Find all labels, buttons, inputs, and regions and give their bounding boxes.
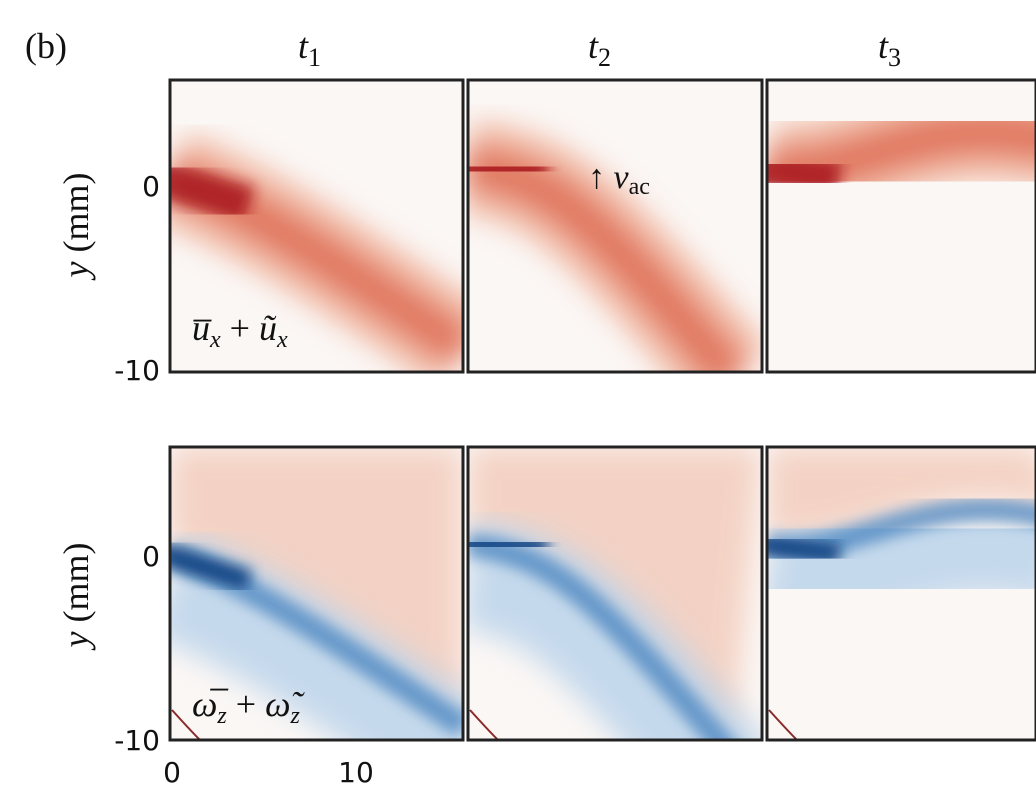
y-tick-label: 0 [142, 170, 160, 203]
heatmap [754, 447, 1036, 740]
column-title: t1 [298, 26, 321, 72]
heatmap [754, 80, 1036, 372]
heatmap [453, 447, 762, 785]
y-axis-label: y (mm) [56, 173, 96, 281]
x-tick-label: 10 [338, 756, 374, 785]
annotation: ω̅z + ω̃z [192, 684, 305, 729]
y-tick-label: -10 [114, 724, 160, 757]
y-tick-label: -10 [114, 354, 160, 387]
annotation: u̅x + ũx [192, 308, 288, 353]
panel-label: (b) [25, 26, 67, 66]
column-title: t3 [878, 26, 901, 72]
x-tick-label: 0 [163, 756, 181, 785]
y-tick-label: 0 [142, 540, 160, 573]
figure: (b) t1 t2 t3 y (mm) y (mm) 0 -10 0 -10 0… [0, 0, 1036, 785]
column-title: t2 [588, 26, 611, 72]
heatmap [453, 80, 762, 378]
y-axis-label: y (mm) [56, 543, 96, 651]
